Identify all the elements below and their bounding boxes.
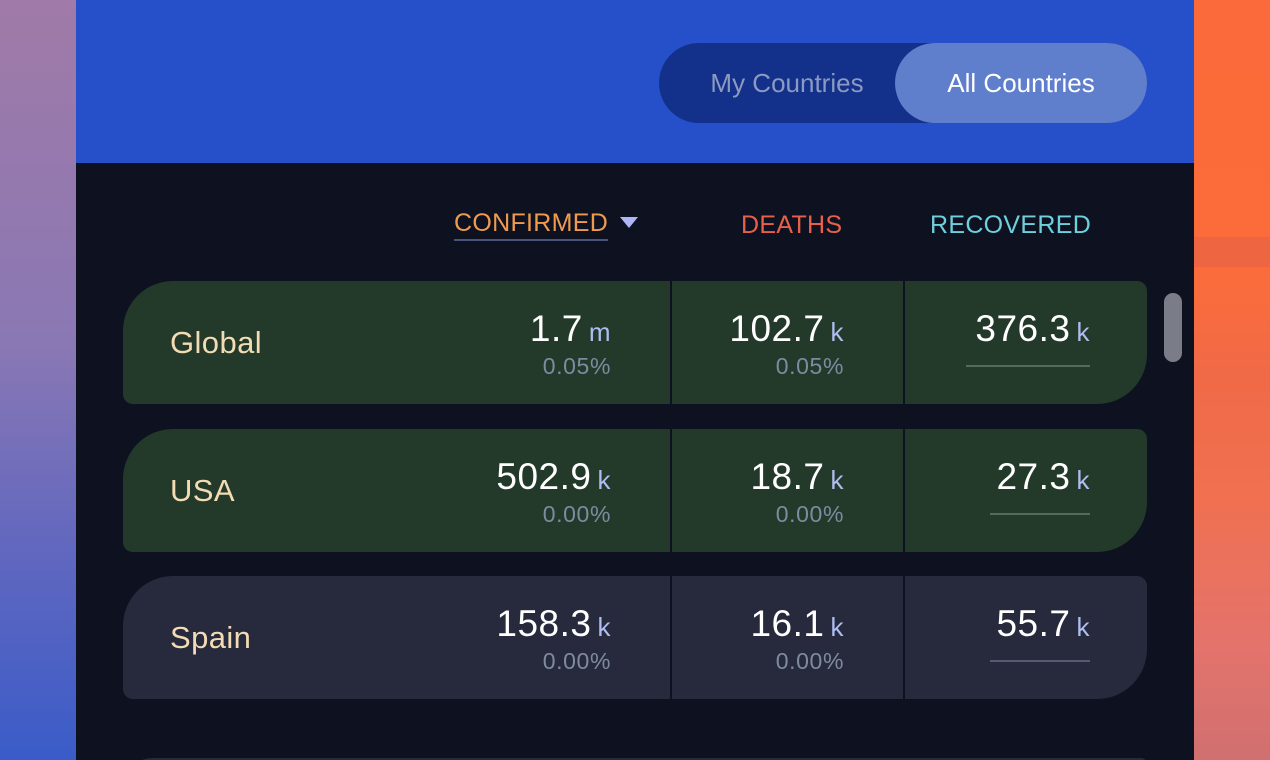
recovered-cell: 55.7 k [123,576,1090,699]
my-countries-tab[interactable]: My Countries [710,67,864,98]
table-row[interactable]: USA 502.9 k 0.00% 18.7 k 0.00% 27.3 k [123,429,1147,552]
column-divider [670,576,672,699]
deaths-percent: 0.05% [775,353,844,379]
recovered-column-header[interactable]: RECOVERED [930,205,1091,245]
deaths-label: DEATHS [741,210,843,239]
scrollbar-thumb[interactable] [1164,293,1182,362]
deaths-value: 102.7 [729,308,825,349]
confirmed-value: 502.9 [496,456,592,497]
desktop-background-left [0,0,76,760]
recovered-value: 27.3 [996,456,1071,497]
header-bar: My Countries All Countries [76,0,1194,163]
column-headers: CONFIRMED DEATHS RECOVERED [76,205,1194,245]
deaths-unit: k [830,465,844,495]
background-band [1194,237,1270,267]
recovered-cell: 27.3 k [123,429,1090,552]
recovered-unit: k [1076,612,1090,642]
table-row-partial[interactable] [123,758,1147,760]
recovered-underline [990,660,1090,662]
recovered-label: RECOVERED [930,210,1092,239]
confirmed-cell: 158.3 k 0.00% [123,576,611,699]
deaths-percent: 0.00% [775,648,844,674]
confirmed-cell: 1.7 m 0.05% [123,281,611,404]
column-divider [903,281,905,404]
deaths-cell: 16.1 k 0.00% [123,576,844,699]
column-divider [903,576,905,699]
recovered-unit: k [1076,465,1090,495]
confirmed-column-header[interactable]: CONFIRMED [454,205,639,245]
desktop-background-right [1194,0,1270,760]
country-name: USA [170,472,235,508]
confirmed-value: 1.7 [529,308,583,349]
confirmed-unit: k [597,612,611,642]
table-row[interactable]: Global 1.7 m 0.05% 102.7 k 0.05% 376.3 k [123,281,1147,404]
recovered-value: 376.3 [975,308,1071,349]
recovered-underline [990,513,1090,515]
deaths-value: 18.7 [750,456,825,497]
app-window: My Countries All Countries CONFIRMED DEA… [76,0,1194,760]
deaths-cell: 18.7 k 0.00% [123,429,844,552]
deaths-column-header[interactable]: DEATHS [741,205,842,245]
country-name: Global [170,324,263,360]
confirmed-unit: k [597,465,611,495]
column-divider [670,281,672,404]
deaths-percent: 0.00% [775,501,844,527]
recovered-cell: 376.3 k [123,281,1090,404]
confirmed-percent: 0.00% [542,501,611,527]
deaths-value: 16.1 [750,603,825,644]
all-countries-tab[interactable]: All Countries [895,43,1147,123]
confirmed-value: 158.3 [496,603,592,644]
column-divider [670,429,672,552]
table-row[interactable]: Spain 158.3 k 0.00% 16.1 k 0.00% 55.7 k [123,576,1147,699]
recovered-underline [966,365,1090,367]
confirmed-label: CONFIRMED [454,209,609,241]
confirmed-percent: 0.05% [542,353,611,379]
country-scope-toggle[interactable]: My Countries All Countries [659,43,1147,123]
caret-down-icon[interactable] [620,216,639,228]
country-name: Spain [170,619,252,655]
deaths-unit: k [830,612,844,642]
confirmed-percent: 0.00% [542,648,611,674]
recovered-value: 55.7 [996,603,1071,644]
recovered-unit: k [1076,317,1090,347]
confirmed-unit: m [588,317,611,347]
deaths-cell: 102.7 k 0.05% [123,281,844,404]
column-divider [903,429,905,552]
confirmed-cell: 502.9 k 0.00% [123,429,611,552]
deaths-unit: k [830,317,844,347]
